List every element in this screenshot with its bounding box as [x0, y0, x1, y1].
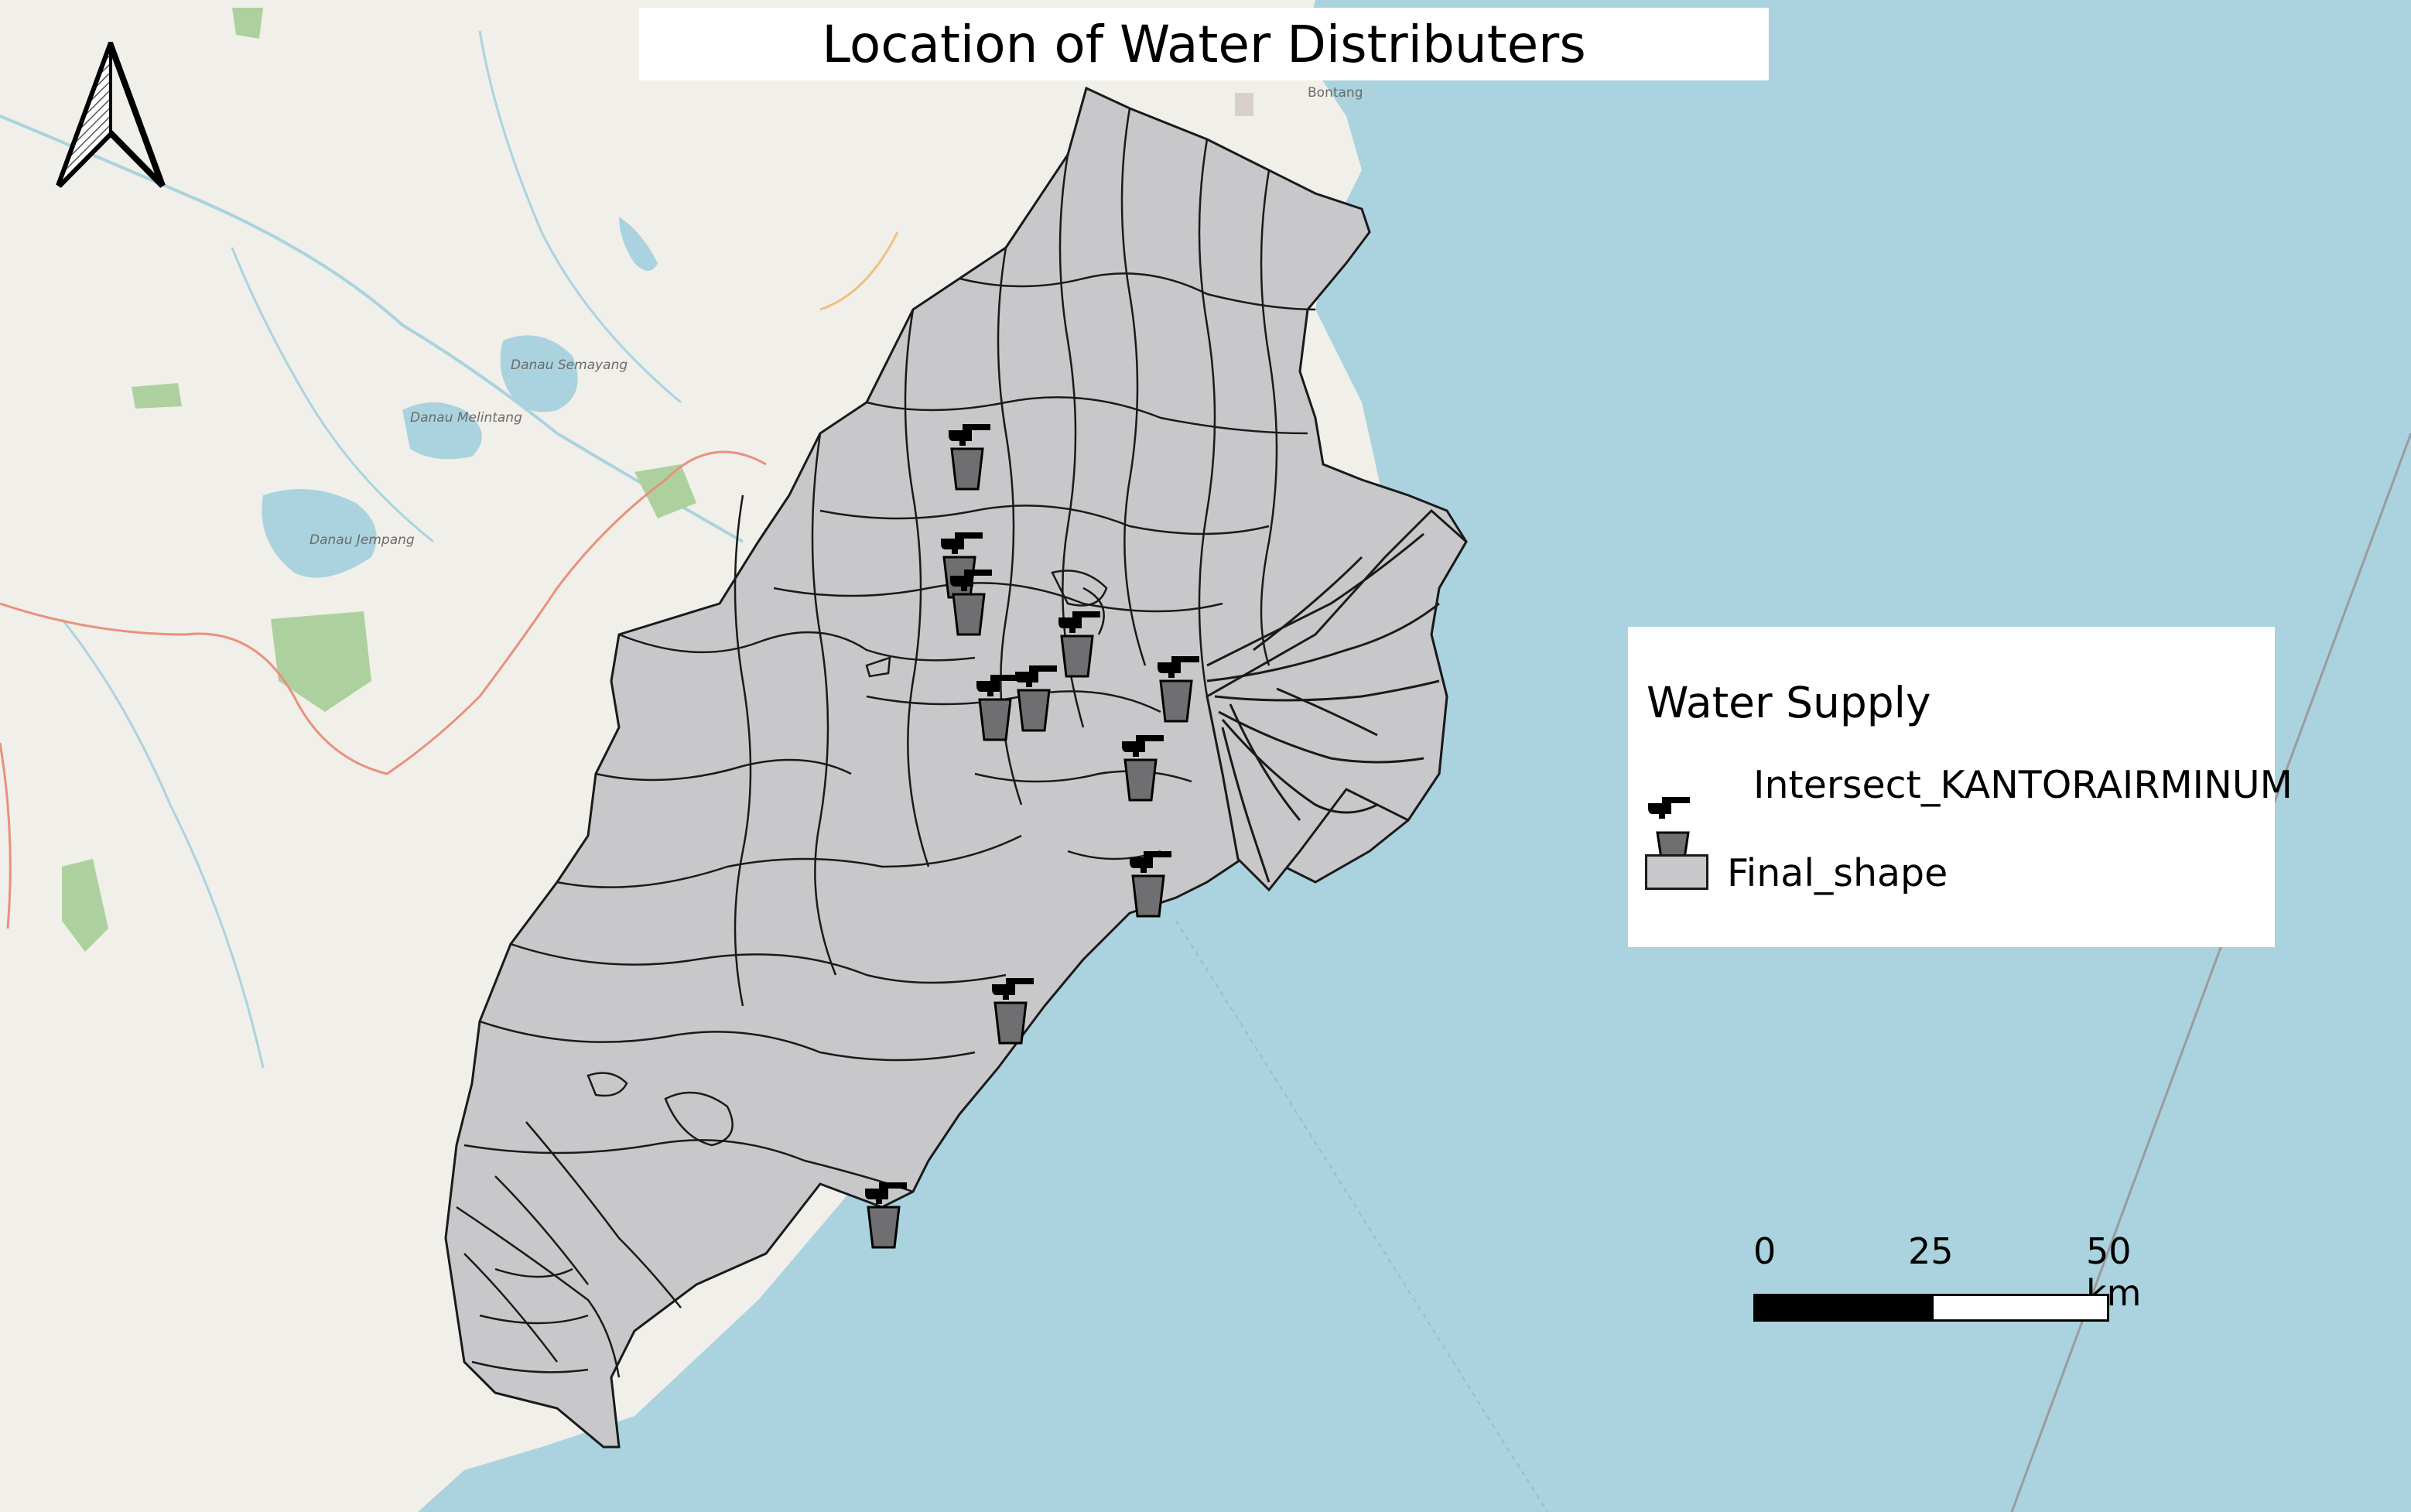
distributor-point	[1015, 665, 1057, 732]
polygon-swatch-icon	[1645, 854, 1708, 890]
forest-area	[271, 611, 371, 712]
bucket-icon	[1159, 679, 1193, 723]
water-tap-icon	[1130, 851, 1171, 873]
river-line	[478, 30, 682, 404]
water-tap-icon	[992, 978, 1034, 1000]
bucket-icon	[1017, 689, 1051, 732]
scale-bar: 0 25 50 km	[1749, 1230, 2141, 1339]
distributor-point	[865, 1182, 907, 1249]
water-tap-icon	[949, 424, 990, 446]
admin-boundary	[0, 742, 12, 929]
distributor-point	[1058, 611, 1100, 678]
water-tap-icon	[950, 570, 992, 591]
water-tap-icon	[1122, 735, 1164, 757]
delta-channels	[1206, 532, 1440, 883]
bucket-icon	[993, 1001, 1028, 1045]
admin-boundary	[819, 231, 899, 311]
legend-panel: Water Supply Intersect_KANTORAIRMINUM Fi…	[1628, 627, 2293, 947]
lake-label: Danau Melintang	[410, 410, 522, 426]
city-label: Bontang	[1308, 85, 1363, 101]
shipping-lane	[2010, 433, 2411, 1512]
study-area-polygon	[444, 86, 1468, 1449]
scale-bar-black-segment	[1753, 1294, 1933, 1322]
water-tap-icon	[1015, 665, 1057, 687]
river-line	[231, 247, 434, 543]
water-tap-icon	[941, 532, 983, 554]
forest-area	[634, 464, 696, 518]
bucket-icon	[952, 593, 986, 636]
distributor-point	[1158, 656, 1199, 723]
distributor-point	[992, 978, 1034, 1045]
distributor-point	[950, 570, 992, 636]
water-distributor-markers	[865, 424, 1199, 1249]
district-boundaries	[456, 108, 1316, 1378]
water-tap-icon	[1648, 797, 1690, 819]
admin-boundary	[0, 450, 767, 775]
bucket-icon	[1131, 874, 1165, 918]
legend-label-final-shape: Final_shape	[1727, 851, 1948, 895]
scale-label-25: 25	[1908, 1230, 1954, 1272]
bucket-icon	[867, 1206, 901, 1249]
bucket-icon	[1123, 758, 1158, 802]
distributor-point	[1130, 851, 1171, 918]
north-arrow-icon	[56, 42, 166, 188]
forest-area	[232, 8, 263, 39]
map-title: Location of Water Distributers	[822, 14, 1586, 74]
lake-shape	[402, 402, 482, 460]
distributor-point	[1122, 735, 1164, 802]
water-tap-icon	[1158, 656, 1199, 678]
legend-label-distributor: Intersect_KANTORAIRMINUM	[1753, 763, 2293, 807]
delta-polygon	[1206, 508, 1468, 892]
water-tap-icon	[1058, 611, 1100, 633]
map-title-box: Location of Water Distributers	[639, 8, 1769, 80]
scale-label-0: 0	[1753, 1230, 1777, 1272]
river-line	[60, 618, 265, 1069]
bucket-icon	[1060, 635, 1094, 678]
city-marker	[1235, 93, 1253, 116]
forest-area	[132, 383, 182, 409]
lake-shape	[262, 489, 377, 578]
bucket-icon	[950, 447, 984, 491]
lake-label: Danau Semayang	[511, 357, 628, 373]
scale-label-50: 50 km	[2086, 1230, 2142, 1314]
lake-shape	[619, 217, 658, 271]
forest-area	[62, 859, 108, 952]
lake-shape	[500, 335, 578, 412]
river-line	[0, 115, 744, 543]
scale-bar-white-segment	[1931, 1294, 2109, 1322]
lake-label: Danau Jempang	[309, 532, 415, 548]
water-tap-icon	[865, 1182, 907, 1204]
bucket-icon	[978, 698, 1012, 741]
legend-title: Water Supply	[1647, 678, 1931, 727]
water-tap-icon	[976, 675, 1018, 696]
distributor-point	[949, 424, 990, 491]
distributor-point	[976, 675, 1018, 741]
